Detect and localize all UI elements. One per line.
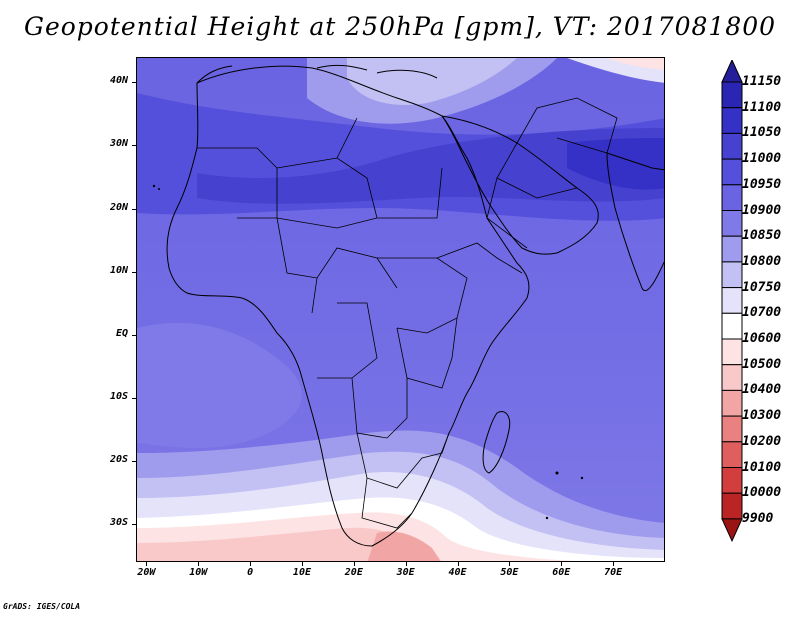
colorbar-level-label: 10900 — [742, 202, 782, 218]
lat-tick — [132, 208, 136, 210]
islands — [152, 184, 584, 520]
coastlines — [166, 64, 664, 547]
chart-title: Geopotential Height at 250hPa [gpm], VT:… — [23, 12, 777, 41]
colorbar-level-label: 10200 — [742, 433, 782, 449]
colorbar-level-label: 10100 — [742, 459, 782, 475]
mid-band-atlantic — [137, 322, 302, 448]
lat-tick — [132, 461, 136, 462]
country-borders — [197, 97, 618, 529]
lon-tick — [146, 562, 148, 566]
lat-label: 10S — [109, 390, 128, 402]
footer-credit: GrADS: IGES/COLA — [3, 602, 81, 611]
colorbar-swatch — [721, 132, 743, 160]
colorbar-swatch — [721, 441, 743, 468]
colorbar-swatch — [721, 287, 743, 314]
band-10300 — [367, 531, 441, 561]
lat-label: 20S — [109, 454, 128, 465]
colorbar-level-label: 10850 — [742, 228, 782, 244]
arabia-coastline — [440, 115, 599, 255]
colorbar-level-label: 9900 — [742, 510, 774, 526]
lat-tick — [132, 334, 136, 336]
colorbar-level-label: 10300 — [742, 408, 782, 424]
colorbar-level-label: 10700 — [742, 305, 782, 321]
colorbar-swatch — [721, 415, 743, 443]
colorbar-swatch — [721, 312, 743, 340]
lon-label: 60E — [552, 567, 571, 578]
colorbar-level-label: 11050 — [742, 125, 782, 141]
colorbar-level-label: 10500 — [742, 356, 782, 372]
lon-tick — [353, 562, 355, 566]
high-core-east — [567, 138, 664, 190]
colorbar-swatch — [721, 107, 743, 134]
lon-tick — [301, 562, 303, 566]
colorbar-level-label: 10000 — [742, 485, 782, 501]
lat-tick — [132, 145, 136, 147]
colorbar-swatch — [721, 210, 743, 237]
colorbar-swatch — [721, 261, 743, 289]
low-ne-corner-pink — [607, 58, 664, 70]
lon-label: 30E — [396, 567, 415, 578]
colorbar-level-label: 10800 — [742, 253, 782, 269]
colorbar-swatch — [721, 81, 743, 109]
madagascar-outline — [482, 411, 511, 474]
lat-label: 20N — [109, 201, 128, 213]
lon-tick — [198, 562, 200, 566]
colorbar-level-label: 11150 — [742, 74, 782, 89]
colorbar-swatch — [721, 338, 743, 366]
lon-tick — [561, 562, 563, 566]
lon-label: 50E — [500, 567, 519, 578]
lat-tick — [132, 397, 136, 399]
lon-tick — [457, 562, 459, 566]
lon-tick — [250, 562, 252, 566]
height-field — [137, 58, 664, 561]
lon-label: 10W — [189, 567, 208, 578]
high-core-north — [197, 128, 664, 204]
lat-label: 10N — [109, 264, 128, 276]
lon-tick — [405, 562, 407, 566]
colorbar-level-label: 11100 — [742, 99, 782, 115]
map-panel — [136, 57, 665, 562]
colorbar-swatch — [721, 158, 743, 186]
europe-coast — [196, 64, 438, 84]
lat-label: EQ — [115, 327, 128, 339]
colorbar — [721, 60, 743, 543]
colorbar-swatch — [721, 492, 743, 520]
colorbar-level-label: 10750 — [742, 279, 782, 295]
lon-label: 20W — [137, 567, 156, 578]
lon-label: 40E — [448, 567, 467, 578]
colorbar-swatch — [721, 235, 743, 263]
lat-label: 30N — [109, 138, 128, 150]
lon-label: 70E — [604, 567, 623, 578]
colorbar-swatch — [721, 184, 743, 212]
lon-tick — [613, 562, 615, 566]
colorbar-top-arrow — [721, 60, 743, 83]
lat-tick — [132, 524, 136, 526]
lat-tick — [132, 271, 136, 273]
colorbar-level-label: 10600 — [742, 331, 782, 346]
lat-tick — [132, 82, 136, 84]
lon-tick — [509, 562, 511, 566]
colorbar-level-label: 10950 — [742, 176, 782, 192]
india-coastline — [606, 152, 664, 291]
low-north-core — [347, 58, 517, 106]
colorbar-swatch — [721, 467, 743, 494]
band-10400 — [137, 527, 426, 561]
lon-label: 0 — [247, 567, 254, 578]
lon-label: 10E — [292, 567, 311, 578]
africa-coastline — [166, 65, 530, 547]
colorbar-bottom-arrow — [721, 518, 743, 543]
lon-label: 20E — [344, 567, 363, 578]
colorbar-level-label: 10400 — [742, 382, 782, 398]
lat-label: 40N — [109, 75, 128, 87]
colorbar-level-label: 11000 — [742, 151, 782, 167]
lat-label: 30S — [109, 517, 128, 529]
colorbar-swatch — [721, 364, 743, 391]
colorbar-swatch — [721, 389, 743, 417]
